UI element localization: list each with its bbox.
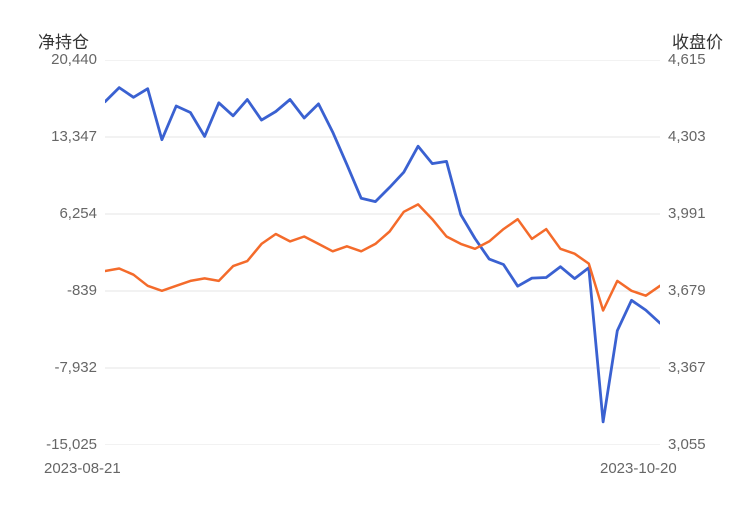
right-tick-label: 4,615: [668, 51, 706, 68]
left-tick-label: -839: [67, 282, 97, 299]
left-tick-label: 13,347: [51, 128, 97, 145]
right-tick-label: 3,679: [668, 282, 706, 299]
plot-area: [105, 60, 660, 445]
left-tick-label: 20,440: [51, 51, 97, 68]
left-tick-label: -7,932: [54, 359, 97, 376]
right-axis-title: 收盘价: [672, 28, 723, 53]
left-tick-label: -15,025: [46, 436, 97, 453]
left-axis-title: 净持仓: [38, 28, 89, 53]
series-closing-price: [105, 204, 660, 310]
right-tick-label: 3,367: [668, 359, 706, 376]
left-tick-label: 6,254: [59, 205, 97, 222]
x-start-label: 2023-08-21: [44, 460, 121, 477]
right-tick-label: 4,303: [668, 128, 706, 145]
right-tick-label: 3,055: [668, 436, 706, 453]
x-end-label: 2023-10-20: [600, 460, 677, 477]
dual-axis-line-chart: 净持仓 收盘价 20,440 4,615 13,347 4,303 6,254 3,991…: [0, 0, 750, 510]
right-tick-label: 3,991: [668, 205, 706, 222]
